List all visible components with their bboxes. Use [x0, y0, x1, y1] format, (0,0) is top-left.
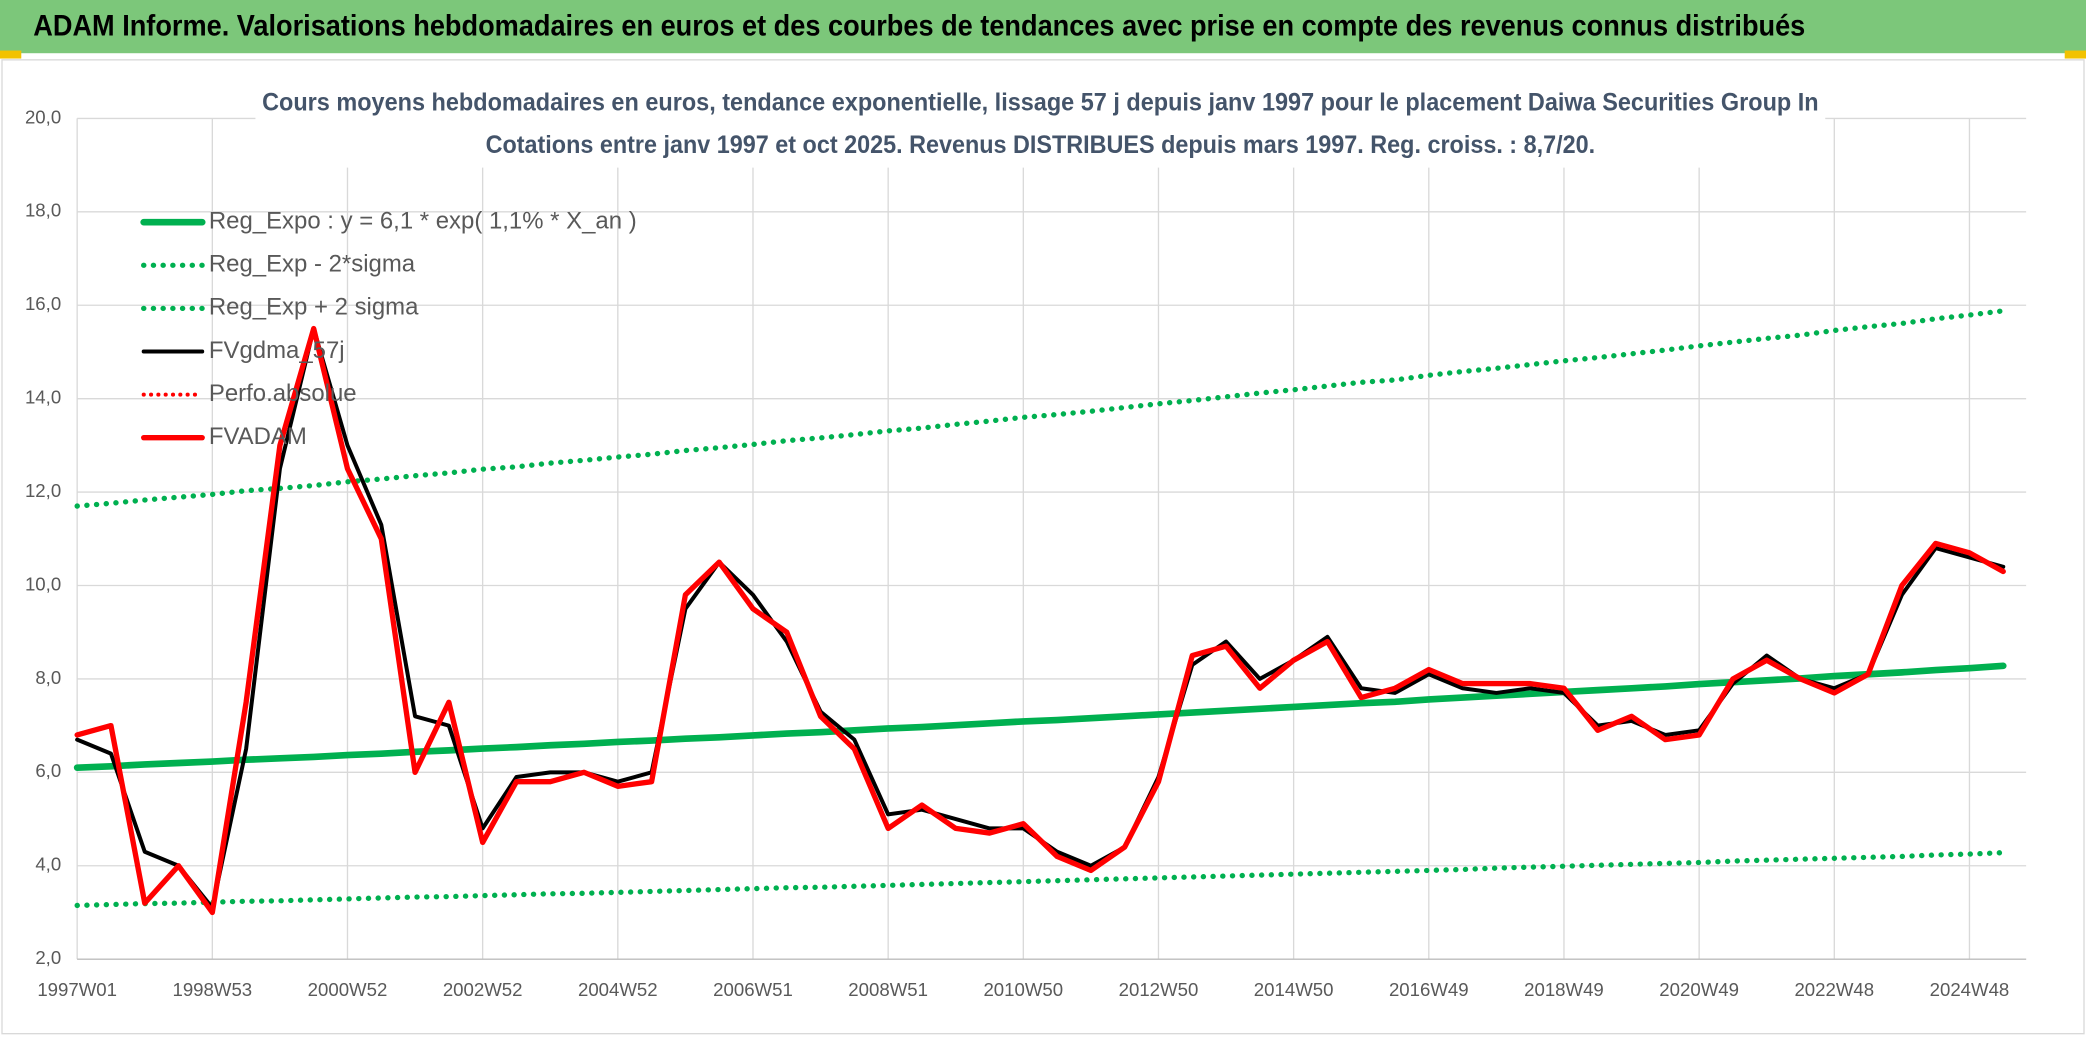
x-tick-label: 2004W52: [578, 979, 658, 1000]
corner-mark: [2064, 50, 2086, 59]
series-line: [73, 662, 2007, 771]
y-tick-label: 2,0: [35, 947, 61, 968]
chart-subtitle: Cotations entre janv 1997 et oct 2025. R…: [486, 131, 1596, 159]
plot-lines: [73, 308, 2007, 916]
legend-label: Perfo.absolue: [209, 380, 357, 407]
x-tick-label: 2014W50: [1254, 979, 1334, 1000]
y-tick-label: 4,0: [35, 854, 61, 875]
series-line: [74, 308, 2006, 509]
series-line: [74, 850, 2006, 909]
y-tick-label: 20,0: [25, 106, 61, 127]
header-bar: [0, 0, 2086, 54]
corner-mark: [0, 50, 22, 59]
x-tick-label: 1998W53: [172, 979, 252, 1000]
legend: Reg_Expo : y = 6,1 * exp( 1,1% * X_an ) R…: [140, 207, 637, 450]
x-tick-label: 1997W01: [37, 979, 117, 1000]
x-tick-label: 2024W48: [1930, 979, 2010, 1000]
y-tick-label: 18,0: [25, 200, 61, 221]
x-tick-label: 2016W49: [1389, 979, 1469, 1000]
y-tick-label: 14,0: [25, 387, 61, 408]
y-tick-label: 8,0: [35, 667, 61, 688]
x-tick-label: 2008W51: [848, 979, 928, 1000]
x-tick-label: 2022W48: [1794, 979, 1874, 1000]
y-tick-label: 12,0: [25, 480, 61, 501]
x-tick-label: 2000W52: [308, 979, 388, 1000]
chart-border: [1, 59, 2085, 1035]
title-background: [255, 82, 1826, 168]
header-title: ADAM Informe. Valorisations hebdomadaire…: [33, 11, 1805, 43]
legend-label: Reg_Expo : y = 6,1 * exp( 1,1% * X_an ): [209, 207, 637, 234]
y-tick-label: 16,0: [25, 293, 61, 314]
legend-label: Reg_Exp + 2 sigma: [209, 294, 419, 321]
chart-title: Cours moyens hebdomadaires en euros, ten…: [262, 88, 1819, 116]
y-tick-label: 10,0: [25, 573, 61, 594]
x-tick-label: 2020W49: [1659, 979, 1739, 1000]
legend-label: FVgdma_57j: [209, 337, 345, 364]
legend-label: Reg_Exp - 2*sigma: [209, 251, 416, 278]
grid: 2,0 4,0 6,0 8,0 10,0 12,0 14,0 16,0 18,0 20,0 1997…: [25, 106, 2027, 1000]
x-tick-label: 2012W50: [1119, 979, 1199, 1000]
series-line: [74, 325, 2006, 916]
y-tick-label: 6,0: [35, 760, 61, 781]
x-tick-label: 2002W52: [443, 979, 523, 1000]
x-tick-label: 2018W49: [1524, 979, 1604, 1000]
x-tick-label: 2010W50: [983, 979, 1063, 1000]
legend-label: FVADAM: [209, 423, 307, 450]
x-tick-label: 2006W51: [713, 979, 793, 1000]
